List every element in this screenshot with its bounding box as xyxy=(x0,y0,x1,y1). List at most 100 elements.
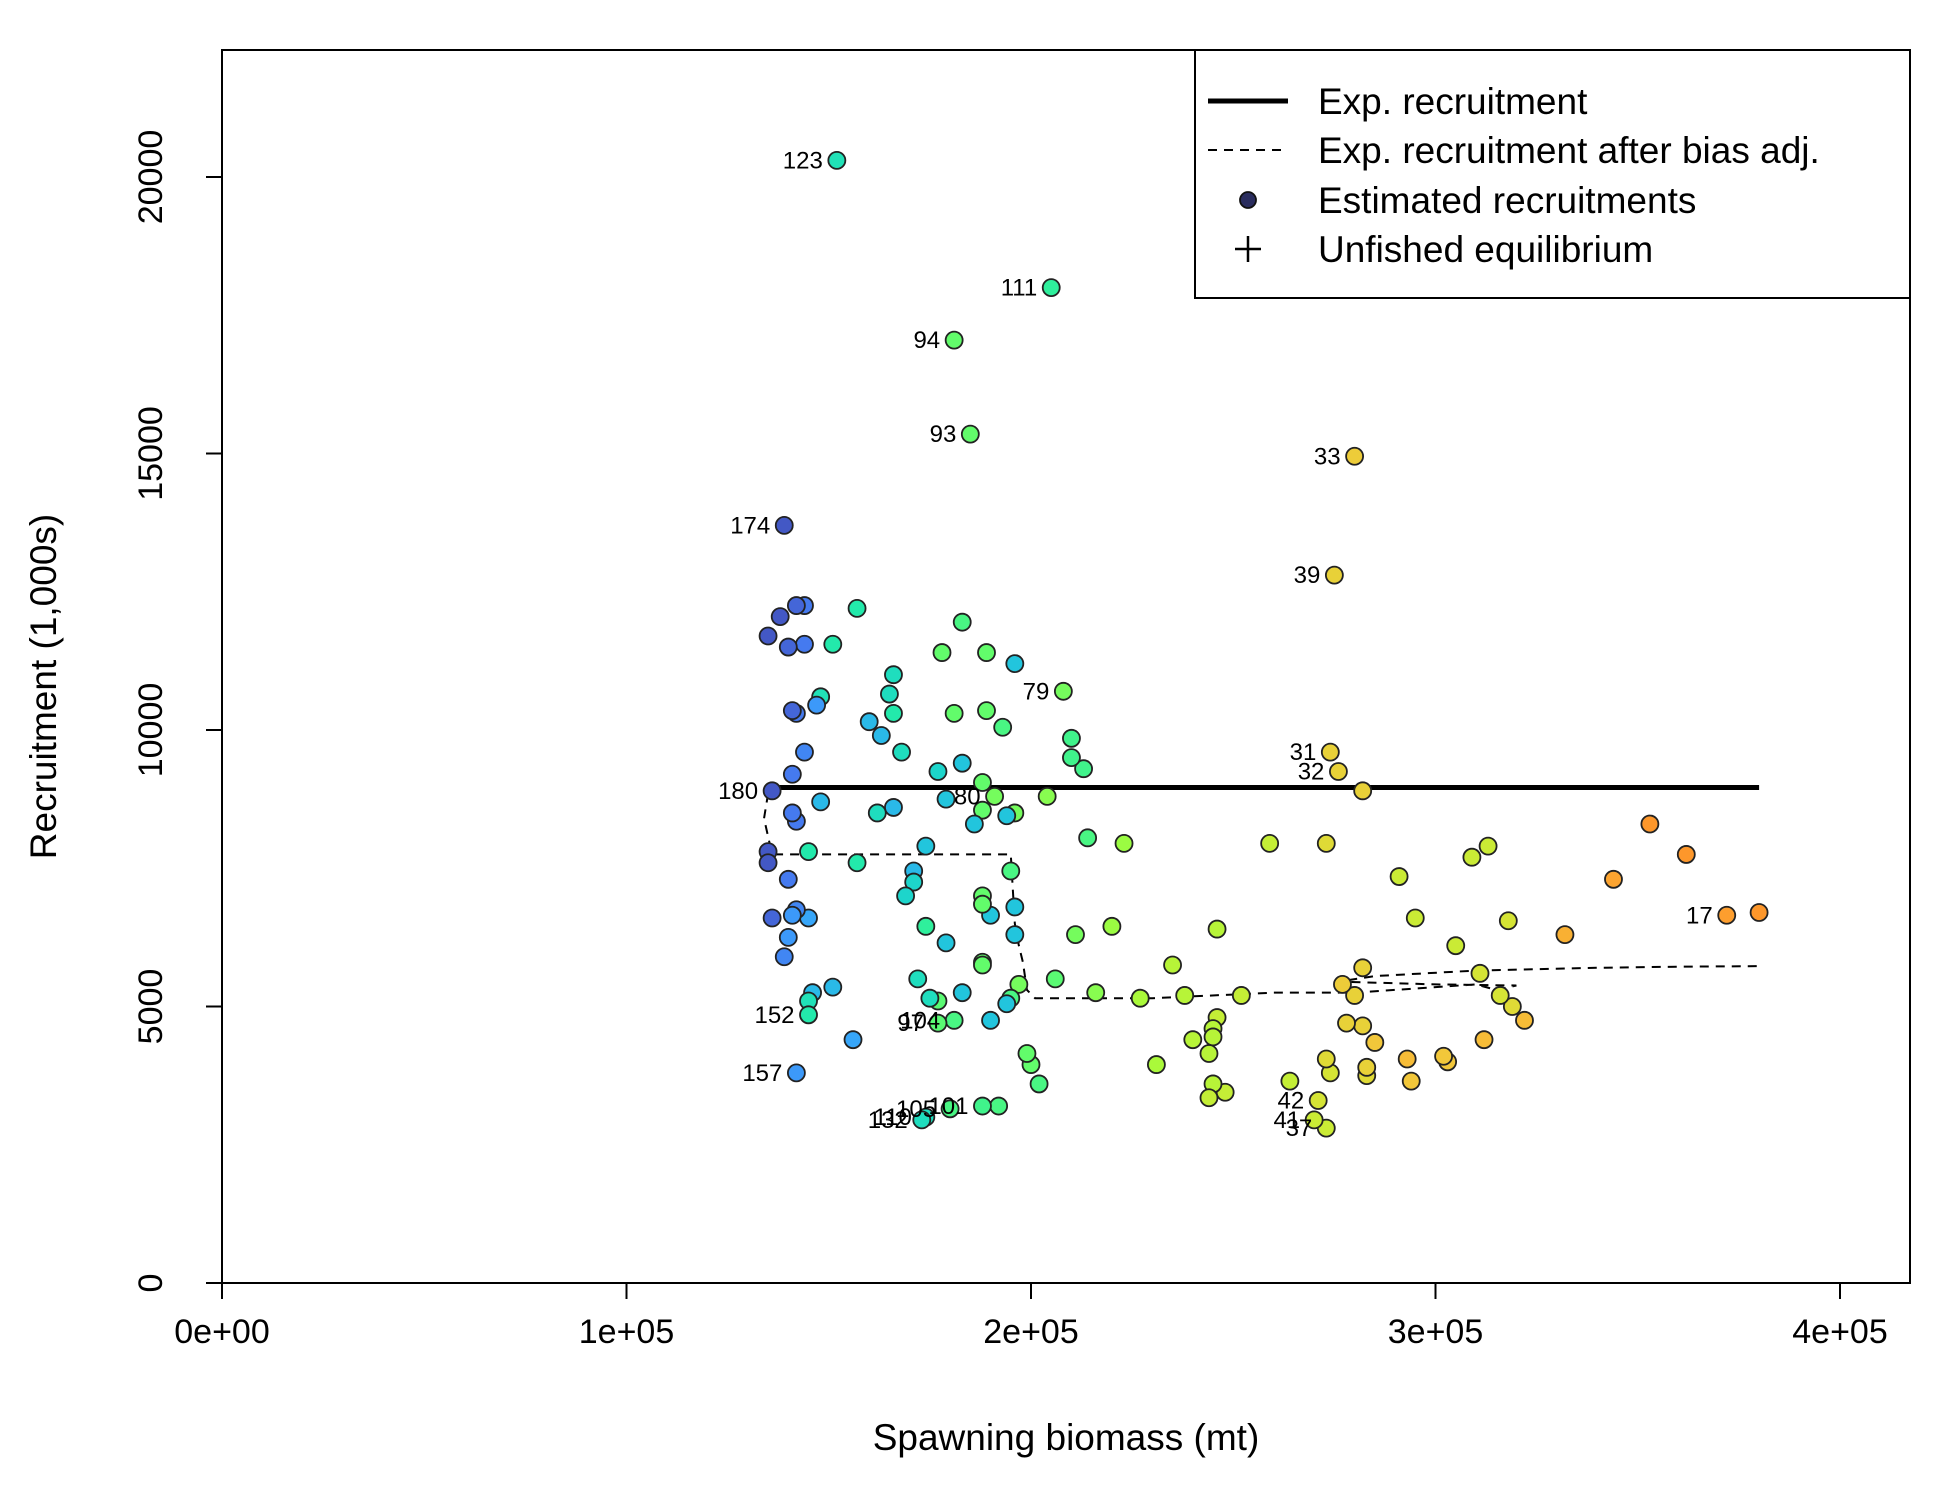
y-tick-label: 20000 xyxy=(132,130,170,225)
recruitment-point xyxy=(1199,1044,1219,1063)
recruitment-point xyxy=(1749,903,1769,922)
recruitment-point xyxy=(811,792,831,812)
recruitment-point xyxy=(1316,833,1336,853)
point-label: 132 xyxy=(868,1107,908,1134)
recruitment-point xyxy=(778,869,798,889)
recruitment-point xyxy=(1086,983,1106,1003)
recruitment-point xyxy=(782,803,802,823)
recruitment-point xyxy=(847,598,867,618)
point-label: 37 xyxy=(1286,1115,1313,1142)
recruitment-point xyxy=(1462,847,1482,867)
recruitment-point xyxy=(1320,742,1340,762)
y-tick-label: 5000 xyxy=(132,969,170,1045)
recruitment-point xyxy=(1329,762,1348,781)
recruitment-point xyxy=(774,947,794,967)
point-label: 39 xyxy=(1294,562,1321,589)
recruitment-point xyxy=(997,994,1017,1014)
legend-label: Estimated recruitments xyxy=(1318,180,1696,221)
recruitment-point xyxy=(1353,1016,1373,1036)
recruitment-point xyxy=(871,726,891,745)
recruitment-point xyxy=(989,1096,1009,1116)
recruitment-point xyxy=(1389,867,1409,886)
legend-entry: Unfished equilibrium xyxy=(1235,229,1653,270)
y-axis: 0 5000 10000 15000 20000 xyxy=(132,130,223,1292)
y-tick-label: 15000 xyxy=(132,406,170,501)
recruitment-point xyxy=(1231,986,1251,1005)
point-label: 42 xyxy=(1277,1088,1304,1115)
point-label: 80 xyxy=(954,783,981,810)
recruitment-point xyxy=(1146,1055,1166,1074)
recruitment-point xyxy=(1470,963,1490,983)
recruitment-point xyxy=(799,842,818,862)
point-label: 152 xyxy=(754,1002,794,1029)
recruitment-point xyxy=(916,836,936,856)
recruitment-point xyxy=(1478,836,1498,856)
recruitment-point xyxy=(952,753,972,773)
point-label: 104 xyxy=(900,1007,940,1034)
recruitment-point xyxy=(1365,1033,1385,1052)
recruitment-point xyxy=(940,1099,960,1119)
recruitment-point xyxy=(1676,845,1696,864)
point-label: 41 xyxy=(1273,1107,1300,1134)
recruitment-point xyxy=(1163,955,1182,975)
recruitment-point xyxy=(1005,654,1025,674)
recruitment-point xyxy=(1357,1057,1377,1077)
recruitment-point xyxy=(936,933,956,953)
recruitment-point xyxy=(977,701,996,721)
x-tick-label: 4e+05 xyxy=(1792,1313,1888,1351)
recruitment-point xyxy=(823,634,843,654)
x-tick-label: 2e+05 xyxy=(983,1313,1079,1351)
recruitment-point xyxy=(1434,1046,1453,1066)
recruitment-point xyxy=(1114,833,1134,853)
recruitment-point xyxy=(1203,1027,1223,1047)
exp-recruitment-bias-adj-line xyxy=(763,793,1760,1000)
recruitment-point xyxy=(1604,869,1623,889)
recruitment-point xyxy=(952,612,972,632)
recruitment-point xyxy=(1333,974,1352,994)
recruitment-point xyxy=(944,330,964,350)
point-label: 101 xyxy=(928,1093,968,1120)
recruitment-point xyxy=(1345,986,1364,1005)
recruitment-point xyxy=(1062,748,1081,768)
recruitment-point xyxy=(782,764,802,784)
recruitment-point xyxy=(884,665,903,685)
recruitment-point xyxy=(960,424,980,444)
recruitment-point xyxy=(944,1010,964,1030)
point-label: 105 xyxy=(896,1096,936,1123)
recruitment-point xyxy=(1405,908,1425,928)
recruitment-point xyxy=(884,798,903,817)
point-label: 110 xyxy=(874,1104,912,1131)
recruitment-point xyxy=(1207,919,1227,939)
x-tick-label: 3e+05 xyxy=(1388,1313,1484,1351)
recruitment-point xyxy=(782,905,802,925)
legend-plus-swatch xyxy=(1235,236,1261,262)
recruitment-point xyxy=(880,684,899,704)
recruitment-point xyxy=(1130,988,1150,1008)
recruitment-point xyxy=(1066,925,1085,945)
recruitment-point xyxy=(1199,1088,1219,1108)
recruitment-point xyxy=(1045,969,1065,989)
recruitment-point xyxy=(928,1013,948,1033)
recruitment-point xyxy=(896,886,916,906)
point-label: 180 xyxy=(718,778,758,805)
point-label: 157 xyxy=(742,1060,782,1087)
recruitment-point xyxy=(1555,925,1575,945)
recruitment-point xyxy=(758,626,778,646)
recruitment-point xyxy=(1353,958,1373,978)
x-axis-title: Spawning biomass (mt) xyxy=(873,1417,1260,1458)
recruitment-point xyxy=(1474,1030,1494,1050)
recruitment-point xyxy=(952,983,972,1003)
recruitment-point xyxy=(847,853,867,873)
recruitment-point xyxy=(1515,1010,1534,1030)
point-label: 94 xyxy=(913,327,940,354)
recruitment-point xyxy=(1041,278,1061,298)
recruitment-point xyxy=(1324,565,1344,585)
recruitment-point xyxy=(859,712,879,732)
recruitment-point xyxy=(1074,759,1093,779)
recruitment-point xyxy=(916,916,936,936)
recruitment-point xyxy=(985,786,1004,806)
recruitment-point xyxy=(1316,1049,1336,1069)
recruitment-point xyxy=(1260,833,1280,853)
legend: Exp. recruitment Exp. recruitment after b… xyxy=(1194,49,1911,299)
